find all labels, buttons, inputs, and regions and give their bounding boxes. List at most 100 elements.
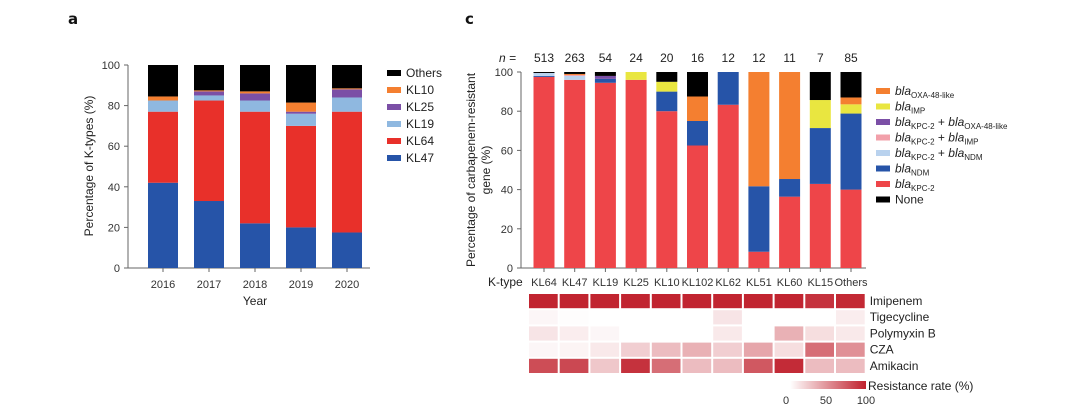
bar-segment-kl64: [332, 111, 362, 233]
bar-segment-blakpc-2: [717, 104, 739, 269]
heatmap-row-label: Imipenem: [870, 294, 923, 308]
heatmap-cell: [621, 326, 650, 341]
panel-c-x-tick-label: KL47: [562, 277, 588, 289]
heatmap-cell: [713, 358, 742, 373]
heatmap-cell: [559, 294, 589, 309]
heatmap-cell: [529, 310, 558, 325]
bar-segment-kl19: [148, 100, 178, 112]
bar-segment-kl19: [332, 97, 362, 112]
bar-segment-kl47: [286, 227, 316, 268]
bar-segment-kl47: [240, 223, 270, 268]
legend-label: blaKPC-2 + blaIMP: [895, 131, 979, 147]
bar-segment-blakpc-2: [779, 196, 801, 268]
heatmap-cell: [774, 326, 804, 341]
panel-c-x-axis-label: K-type: [488, 275, 523, 289]
legend-label: KL25: [406, 100, 434, 114]
heatmap-cell: [805, 310, 834, 325]
legend-label: None: [895, 193, 924, 207]
heatmap-cell: [559, 310, 589, 325]
panel-c-y-tick-label: 40: [501, 185, 513, 197]
panel-c-x-tick-label: KL60: [777, 277, 803, 289]
bar-segment-kl19: [240, 100, 270, 112]
panel-a-x-tick-label: 2020: [335, 279, 359, 291]
panel-a-x-tick-label: 2017: [197, 279, 221, 291]
panel-c-y-axis-label-line2: gene (%): [479, 146, 493, 195]
heatmap-cell: [836, 326, 865, 341]
heatmap-cell: [559, 326, 589, 341]
legend-swatch: [876, 119, 890, 125]
legend-swatch: [876, 103, 890, 110]
legend-label: Others: [406, 66, 442, 80]
legend-label: blaIMP: [895, 100, 925, 116]
panel-a-x-tick-label: 2018: [243, 279, 267, 291]
bar-segment-kl64: [240, 111, 270, 224]
n-value-label: 24: [629, 51, 643, 65]
heatmap-cell: [774, 310, 804, 325]
bar-segment-blaoxa-48-like: [779, 72, 801, 180]
heatmap-row-label: Amikacin: [870, 359, 919, 373]
n-value-label: 16: [691, 51, 705, 65]
legend-label: blaKPC-2: [895, 177, 935, 193]
bar-segment-blakpc-2: [809, 183, 831, 268]
panel-c-x-tick-label: KL62: [715, 277, 741, 289]
bar-segment-blandm: [533, 75, 555, 77]
panel-a-x-axis-label: Year: [243, 294, 267, 308]
bar-segment-kl64: [286, 125, 316, 228]
heatmap-cell: [651, 294, 681, 309]
bar-segment-kl19: [194, 95, 224, 101]
n-value-label: 513: [534, 51, 554, 65]
bar-segment-none: [840, 72, 862, 98]
colorbar: Resistance rate (%) 0 50 100: [783, 379, 973, 407]
panel-c-x-tick-label: KL25: [623, 277, 649, 289]
bar-segment-kl10: [332, 88, 362, 90]
legend-swatch: [876, 88, 890, 94]
legend-label: KL47: [406, 151, 434, 165]
heatmap-cell: [774, 294, 804, 309]
bar-segment-kl47: [194, 201, 224, 268]
panel-a-y-tick-label: 0: [114, 263, 120, 275]
bar-segment-kl47: [332, 232, 362, 268]
bar-segment-blakpc-2-blaoxa-48-like: [594, 75, 616, 79]
bar-segment-none: [656, 72, 678, 82]
bar-segment-blandm: [809, 128, 831, 184]
n-value-label: 20: [660, 51, 674, 65]
heatmap-cell: [559, 358, 589, 373]
heatmap-cell: [682, 342, 712, 357]
n-label: n =: [499, 51, 516, 65]
panel-a-y-tick-label: 20: [108, 222, 120, 234]
heatmap-cell: [774, 342, 804, 357]
bar-segment-kl25: [194, 91, 224, 96]
panel-c-y-axis-label-line1: Percentage of carbapenem-resistant: [464, 72, 478, 267]
bar-segment-blandm: [779, 179, 801, 197]
panel-c-x-tick-label: Others: [834, 277, 868, 289]
bar-segment-kl10: [240, 91, 270, 94]
legend-swatch: [387, 155, 401, 161]
bar-segment-kl25: [240, 93, 270, 101]
bar-segment-blaimp: [840, 104, 862, 114]
legend-swatch: [387, 104, 401, 110]
heatmap-cell: [743, 310, 773, 325]
heatmap-cell: [713, 294, 742, 309]
heatmap-cell: [805, 358, 834, 373]
bar-segment-blakpc-2: [564, 79, 586, 268]
bar-segment-blandm: [748, 186, 770, 252]
bar-segment-others: [286, 65, 316, 103]
heatmap-cell: [682, 310, 712, 325]
panel-c-x-tick-label: KL15: [807, 277, 833, 289]
legend-label: KL19: [406, 117, 434, 131]
bar-segment-blakpc-2: [840, 189, 862, 268]
heatmap-cell: [682, 294, 712, 309]
legend-label: blaKPC-2 + blaNDM: [895, 146, 983, 162]
heatmap-cell: [836, 294, 865, 309]
panel-a-y-axis-label: Percentage of K-types (%): [82, 96, 96, 237]
n-value-label: 12: [722, 51, 736, 65]
heatmap-cell: [805, 294, 834, 309]
panel-c-y-tick-label: 100: [495, 67, 513, 79]
heatmap-cell: [713, 310, 742, 325]
heatmap-cell: [743, 294, 773, 309]
bar-segment-kl64: [148, 111, 178, 183]
panel-c-y-tick-label: 20: [501, 224, 513, 236]
bar-segment-blandm: [594, 78, 616, 83]
bar-segment-kl47: [148, 182, 178, 268]
